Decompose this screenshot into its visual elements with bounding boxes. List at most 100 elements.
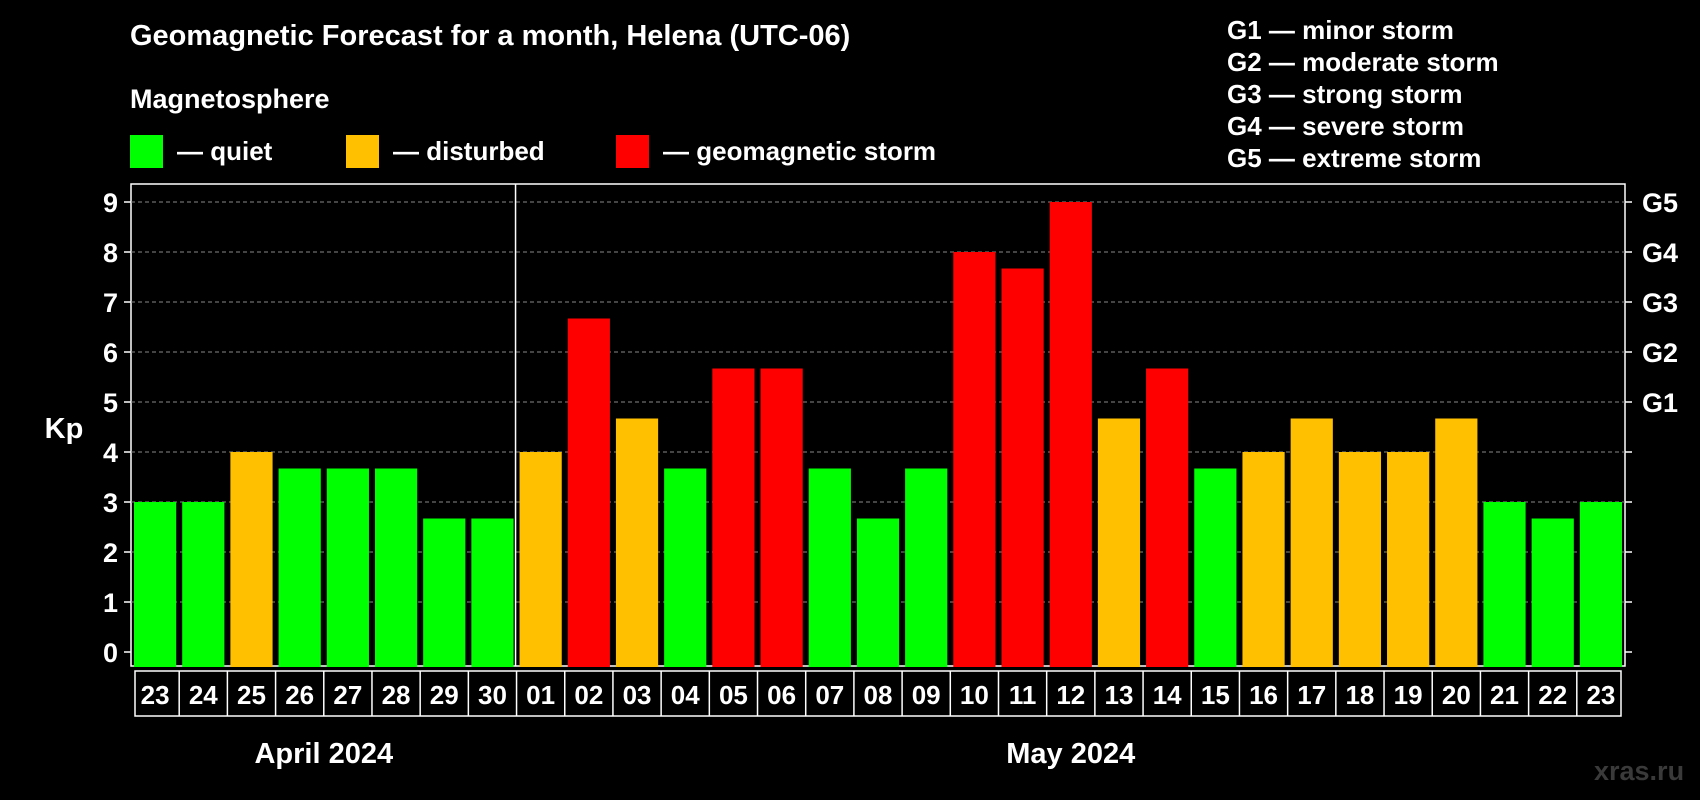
legend-label-storm: — geomagnetic storm [663,135,937,166]
x-tick-label: 02 [574,680,603,710]
kp-bar [856,518,900,667]
chart-title: Geomagnetic Forecast for a month, Helena… [130,20,851,52]
storm-scale-g2: G2 — moderate storm [1227,47,1499,77]
legend-heading: Magnetosphere [130,84,330,114]
y-axis-label: Kp [45,413,84,445]
x-tick-label: 28 [382,680,411,710]
quiet-swatch [130,134,163,168]
kp-bar [1194,468,1237,667]
y-tick-label: 4 [103,438,118,468]
kp-bar [1146,368,1189,667]
x-tick-label: 25 [237,680,266,710]
x-tick-label: 16 [1249,680,1278,710]
y-tick-label: 2 [103,538,118,568]
x-tick-label: 06 [767,680,796,710]
kp-bar [1338,452,1382,667]
kp-bar [905,468,948,667]
kp-bar [1290,418,1333,667]
x-tick-label: 24 [189,680,218,710]
x-tick-label: 04 [671,680,700,710]
y-tick-label: 8 [103,238,118,268]
watermark: xras.ru [1594,756,1685,786]
kp-bar [953,252,996,667]
g-scale-tick-label: G1 [1642,388,1678,418]
x-tick-label: 14 [1153,680,1182,710]
kp-bar [182,502,225,667]
x-tick-label: 26 [285,680,314,710]
kp-bar [1435,418,1478,667]
x-tick-label: 20 [1442,680,1471,710]
x-tick-label: 15 [1201,680,1230,710]
legend-item-storm: — geomagnetic storm [616,134,936,168]
g-scale-tick-label: G4 [1642,238,1678,268]
kp-bar [278,468,321,667]
kp-bar [615,418,659,667]
y-tick-label: 7 [103,288,118,318]
y-tick-label: 3 [103,488,118,518]
x-tick-label: 13 [1105,680,1134,710]
kp-bar [423,518,466,667]
kp-bar [712,368,755,667]
kp-bar [134,502,177,667]
x-tick-label: 27 [333,680,362,710]
month-label: May 2024 [1006,738,1135,770]
x-tick-label: 03 [623,680,652,710]
x-tick-label: 23 [141,680,170,710]
y-tick-label: 1 [103,588,118,618]
x-tick-label: 30 [478,680,507,710]
y-tick-label: 0 [103,638,118,668]
x-tick-label: 12 [1056,680,1085,710]
x-tick-label: 11 [1009,680,1037,710]
kp-bar [1531,518,1574,667]
storm-swatch [616,134,649,168]
x-tick-label: 23 [1586,680,1615,710]
kp-bar [326,468,369,667]
kp-bar [664,468,707,667]
kp-bar [567,318,610,667]
disturbed-swatch [346,134,379,168]
kp-bar [1097,418,1141,667]
storm-scale-legend: G1 — minor storm G2 — moderate storm G3 … [1227,14,1499,174]
legend-item-quiet: — quiet [130,134,272,168]
kp-bar [1483,502,1526,667]
x-tick-label: 10 [960,680,989,710]
storm-scale-g5: G5 — extreme storm [1227,143,1482,173]
kp-bar [1001,268,1044,667]
kp-bar [230,452,273,667]
x-tick-label: 05 [719,680,748,710]
kp-bar [1579,502,1622,667]
x-tick-label: 07 [815,680,844,710]
y-tick-label: 5 [103,388,118,418]
y-tick-label: 6 [103,338,118,368]
storm-scale-g1: G1 — minor storm [1227,15,1454,45]
date-row-frame [134,670,1622,717]
x-tick-label: 09 [912,680,941,710]
kp-bar [471,518,514,667]
kp-bar [1049,202,1092,667]
kp-bar [1387,452,1430,667]
storm-scale-g3: G3 — strong storm [1227,79,1463,109]
x-tick-label: 01 [526,680,555,710]
month-label: April 2024 [254,738,393,770]
kp-bar [808,468,851,667]
x-tick-label: 19 [1394,680,1423,710]
x-tick-label: 08 [864,680,893,710]
storm-scale-g4: G4 — severe storm [1227,111,1465,141]
x-tick-label: 29 [430,680,459,710]
x-tick-label: 22 [1538,680,1567,710]
kp-bar [519,452,562,667]
legend-label-quiet: — quiet [177,135,273,166]
x-tick-label: 21 [1490,680,1519,710]
g-scale-tick-label: G3 [1642,288,1678,318]
legend-label-disturbed: — disturbed [393,135,545,166]
g-scale-tick-label: G5 [1642,188,1678,218]
g-scale-tick-label: G2 [1642,338,1678,368]
kp-bar [760,368,803,667]
y-tick-label: 9 [103,188,118,218]
x-tick-label: 18 [1345,680,1374,710]
kp-bar [374,468,418,667]
kp-bar [1242,452,1285,667]
x-tick-label: 17 [1297,680,1326,710]
legend-item-disturbed: — disturbed [346,134,545,168]
